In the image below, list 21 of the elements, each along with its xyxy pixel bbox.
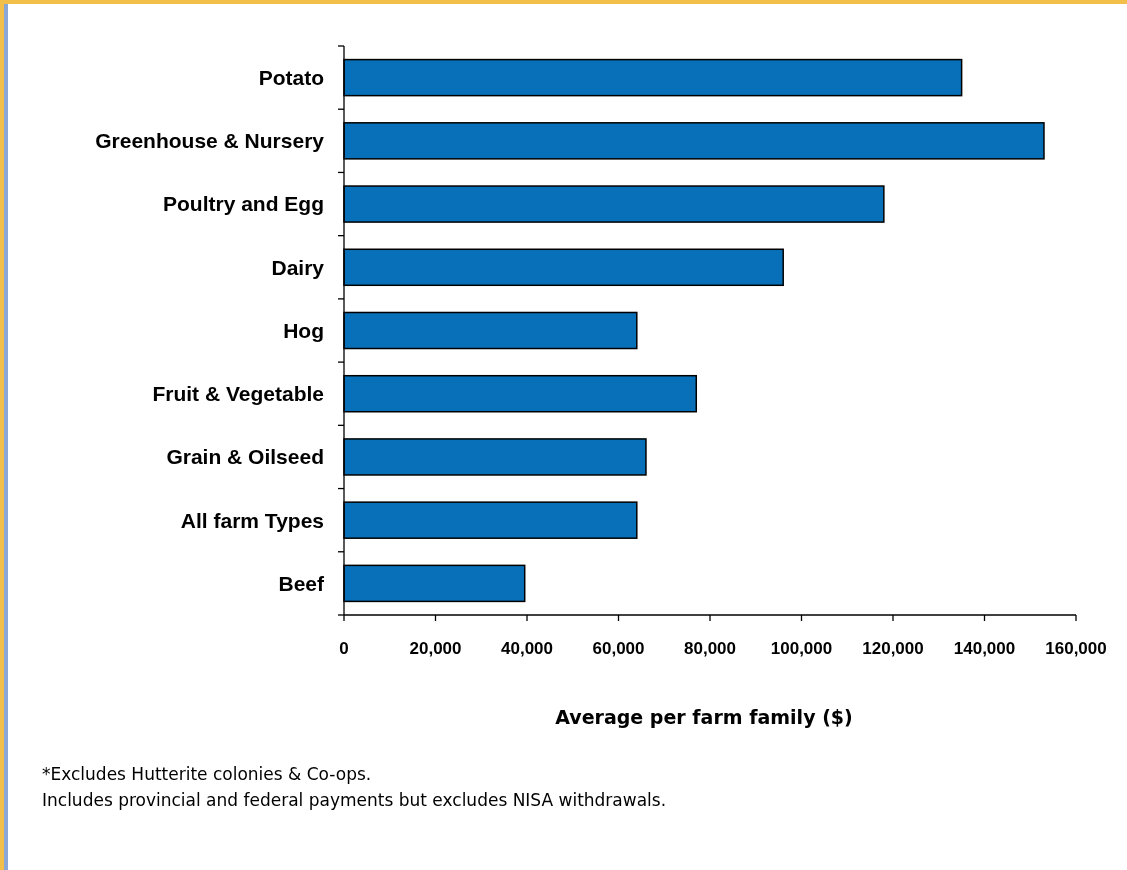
x-tick-label: 40,000 [501, 639, 553, 658]
y-tick-label: Poultry and Egg [162, 192, 324, 216]
x-tick-label: 0 [339, 639, 349, 658]
y-tick-label: Hog [283, 318, 324, 342]
x-tick-label: 120,000 [862, 639, 924, 658]
y-tick-label: Greenhouse & Nursery [95, 129, 325, 153]
x-axis-title: Average per farm family ($) [555, 706, 853, 728]
y-tick-label: Dairy [271, 255, 325, 279]
y-tick-label: Potato [258, 65, 324, 89]
text: *Excludes Hutterite colonies & Co-ops. [42, 764, 372, 784]
x-tick-label: 160,000 [1045, 639, 1107, 658]
y-tick-label: Beef [278, 571, 325, 595]
x-tick-label: 100,000 [770, 639, 833, 658]
y-tick-label: Grain & Oilseed [166, 445, 324, 469]
text: Includes provincial and federal payments but excludes NISA withdrawals. [42, 790, 667, 810]
y-tick-label: Fruit & Vegetable [152, 382, 324, 406]
x-tick-label: 60,000 [592, 639, 645, 658]
x-tick-label: 80,000 [684, 639, 736, 658]
x-tick-label: 140,000 [953, 639, 1016, 658]
x-tick-label: 20,000 [409, 639, 462, 658]
y-tick-label: All farm Types [180, 508, 324, 532]
